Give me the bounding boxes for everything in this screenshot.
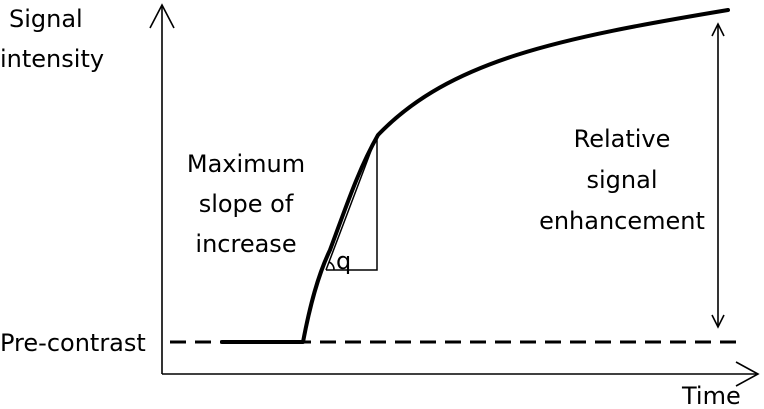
pre-contrast-label: Pre-contrast [0,329,146,357]
angle-arc [328,261,335,271]
angle-label: q [336,247,351,275]
x-axis [162,361,760,387]
signal-curve [220,8,730,344]
slope-triangle [325,134,378,271]
x-axis-label: Time [681,382,741,409]
y-axis [149,3,175,374]
y-axis-label-line2: intensity [0,45,104,73]
y-axis-label-line1: Signal [9,5,83,33]
enhancement-arrow [711,22,725,329]
enhancement-label-line2: signal [587,166,658,194]
slope-label-line1: Maximum [187,150,305,178]
enhancement-label-line3: enhancement [539,207,705,235]
enhancement-label-line1: Relative [574,125,671,153]
slope-label-line3: increase [195,230,296,258]
slope-label-line2: slope of [199,190,294,218]
